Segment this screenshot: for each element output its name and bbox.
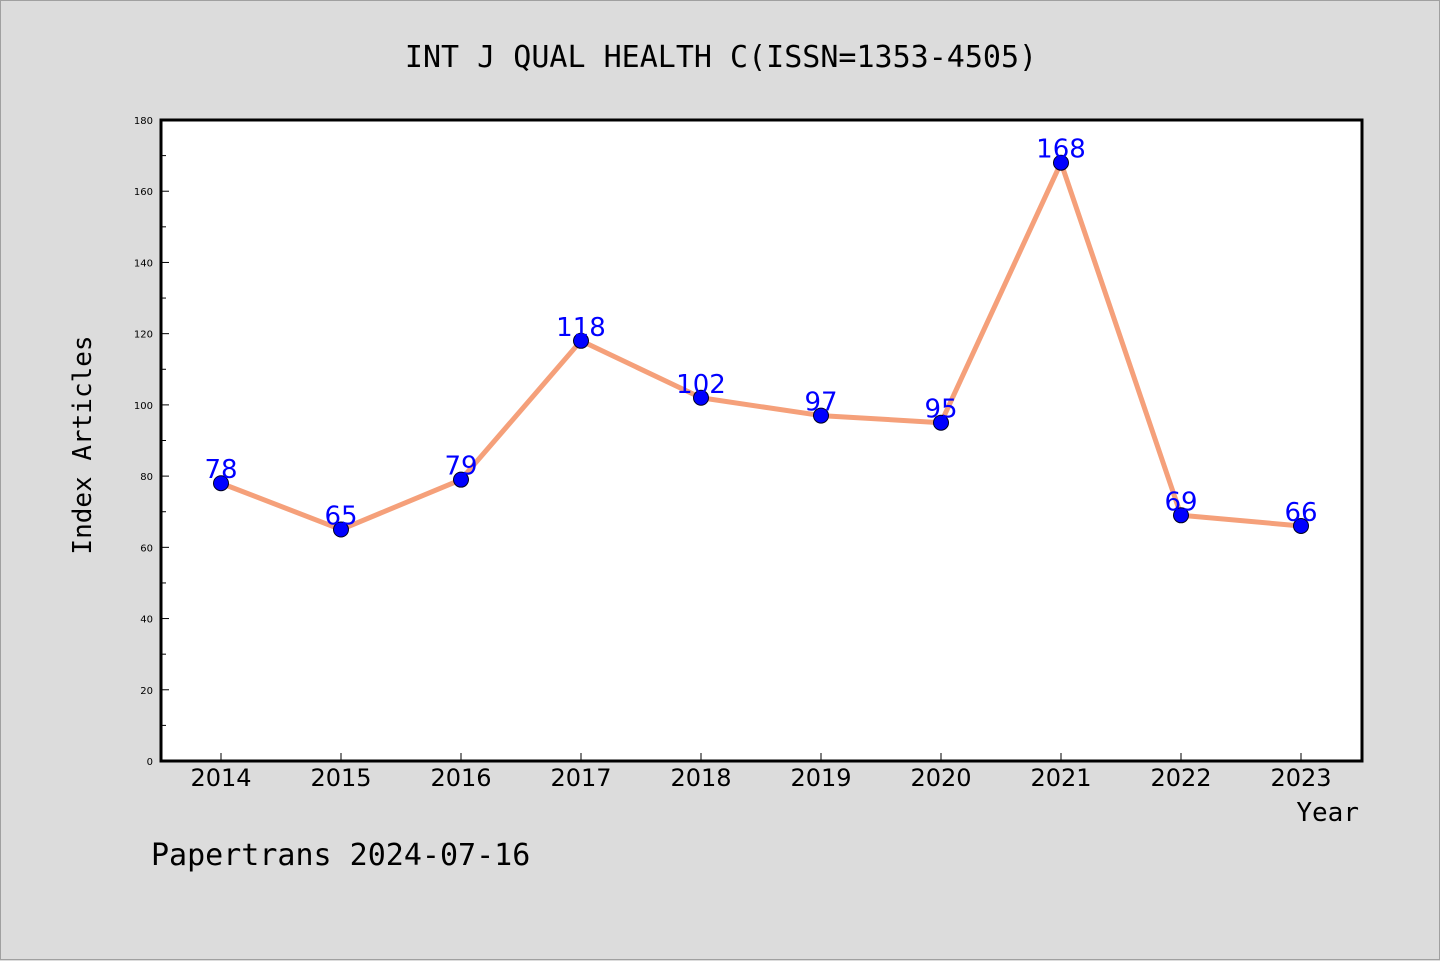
data-point [453,471,469,488]
x-tick-label: 2020 [910,764,971,792]
y-tick-label: 20 [140,686,153,697]
x-tick-label: 2014 [190,764,251,792]
data-point [813,407,829,424]
y-tick-label: 0 [147,757,153,768]
y-tick-label: 140 [134,258,153,269]
y-tick-label: 100 [134,401,153,412]
y-tick-label: 180 [134,116,153,127]
data-point [693,389,709,406]
x-axis-label: Year [1296,798,1359,828]
data-label: 65 [324,502,357,532]
data-label: 118 [556,313,606,343]
y-tick-label: 60 [140,543,153,554]
x-tick-label: 2015 [310,764,371,792]
x-tick-label: 2019 [790,764,851,792]
data-label: 102 [676,370,726,400]
data-point [1053,154,1069,171]
y-axis-label: Index Articles [68,335,98,554]
data-label: 69 [1164,487,1197,517]
data-point [333,521,349,538]
y-tick-label: 40 [140,615,153,626]
data-label: 168 [1036,135,1086,165]
plot-area [159,118,1364,763]
chart-title: INT J QUAL HEALTH C(ISSN=1353-4505) [405,40,1037,75]
x-tick-label: 2018 [670,764,731,792]
footer-text: Papertrans 2024-07-16 [151,838,530,873]
y-tick-label: 120 [134,330,153,341]
x-tick-label: 2016 [430,764,491,792]
data-label: 78 [204,455,237,485]
data-label: 95 [924,395,957,425]
data-point [1293,517,1309,534]
y-axis: 0 20 40 60 80 100 120 140 160 180 [134,116,169,768]
data-label: 66 [1284,498,1317,528]
data-label: 97 [804,388,837,418]
series-layer: 78 65 79 118 102 97 95 168 69 66 [204,135,1318,538]
data-point [573,332,589,349]
x-tick-label: 2022 [1150,764,1211,792]
y-tick-label: 160 [134,187,153,198]
y-tick-label: 80 [140,472,153,483]
x-axis: 2014 2015 2016 2017 2018 2019 2020 2021 2022 2023 [190,753,1332,792]
x-tick-label: 2017 [550,764,611,792]
x-tick-label: 2021 [1030,764,1091,792]
data-point [933,414,949,431]
x-tick-label: 2023 [1270,764,1331,792]
data-point [1173,507,1189,524]
series-line [220,160,1302,533]
data-label: 79 [444,452,477,482]
data-point [213,475,229,492]
